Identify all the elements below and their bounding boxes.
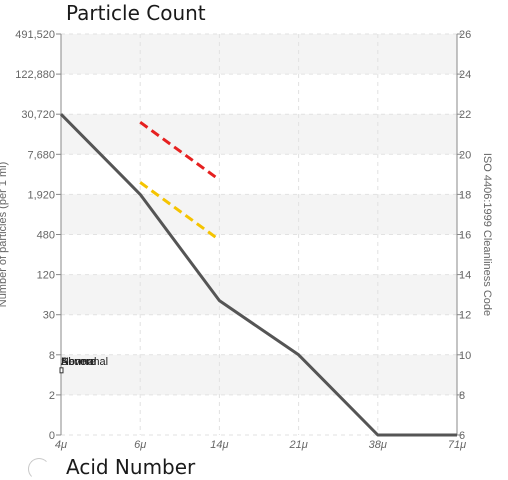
chart-subtitle: Acid Number bbox=[66, 455, 196, 479]
x-tick-label: 21μ bbox=[288, 439, 307, 451]
grid-band bbox=[61, 274, 457, 315]
limit-line-0 bbox=[139, 121, 219, 180]
series-label-severe: Severe bbox=[61, 356, 96, 368]
y-axis-left-title: Number of particles (per 1 ml) bbox=[0, 162, 9, 308]
y-right-tick-label: 14 bbox=[459, 270, 471, 282]
y-right-tick-label: 20 bbox=[459, 149, 471, 161]
x-tick-label: 14μ bbox=[210, 439, 228, 451]
y-right-tick-label: 8 bbox=[459, 390, 465, 402]
grid-band bbox=[61, 114, 457, 155]
y-left-tick-label: 120 bbox=[37, 270, 55, 282]
y-left-tick-label: 122,880 bbox=[15, 69, 55, 81]
y-left-tick-label: 8 bbox=[49, 350, 55, 362]
limit-line-1 bbox=[139, 181, 219, 240]
y-left-tick-label: 480 bbox=[37, 230, 55, 242]
grid-band bbox=[61, 354, 457, 395]
chart-title: Particle Count bbox=[66, 1, 206, 25]
loading-spinner-icon bbox=[28, 458, 50, 480]
series-line-0 bbox=[59, 113, 457, 437]
y-left-tick-label: 30 bbox=[43, 310, 55, 322]
x-tick-label: 71μ bbox=[448, 439, 466, 451]
series-label-normal: Normal bbox=[61, 356, 96, 368]
y-right-tick-label: 10 bbox=[459, 350, 471, 362]
y-left-tick-label: 2 bbox=[49, 390, 55, 402]
y-left-tick-label: 0 bbox=[49, 430, 55, 442]
y-left-tick-label: 491,520 bbox=[15, 29, 55, 41]
y-axis-right-title: ISO 4406:1999 Cleanliness Code bbox=[481, 153, 493, 316]
x-tick-label: 38μ bbox=[369, 439, 387, 451]
y-right-tick-label: 6 bbox=[459, 430, 465, 442]
y-left-tick-label: 7,680 bbox=[27, 149, 55, 161]
y-right-tick-label: 22 bbox=[459, 109, 471, 121]
label-marker bbox=[59, 367, 64, 374]
y-right-tick-label: 18 bbox=[459, 189, 471, 201]
grid-band bbox=[61, 34, 457, 75]
y-left-tick-label: 30,720 bbox=[21, 109, 55, 121]
y-left-tick-label: 1,920 bbox=[27, 189, 55, 201]
y-right-tick-label: 12 bbox=[459, 310, 471, 322]
x-tick-label: 6μ bbox=[134, 439, 146, 451]
y-right-tick-label: 24 bbox=[459, 69, 471, 81]
grid-band bbox=[61, 194, 457, 235]
series-label-abnormal: Abnormal bbox=[61, 356, 108, 368]
x-tick-label: 4μ bbox=[55, 439, 67, 451]
y-right-tick-label: 16 bbox=[459, 230, 471, 242]
y-right-tick-label: 26 bbox=[459, 29, 471, 41]
